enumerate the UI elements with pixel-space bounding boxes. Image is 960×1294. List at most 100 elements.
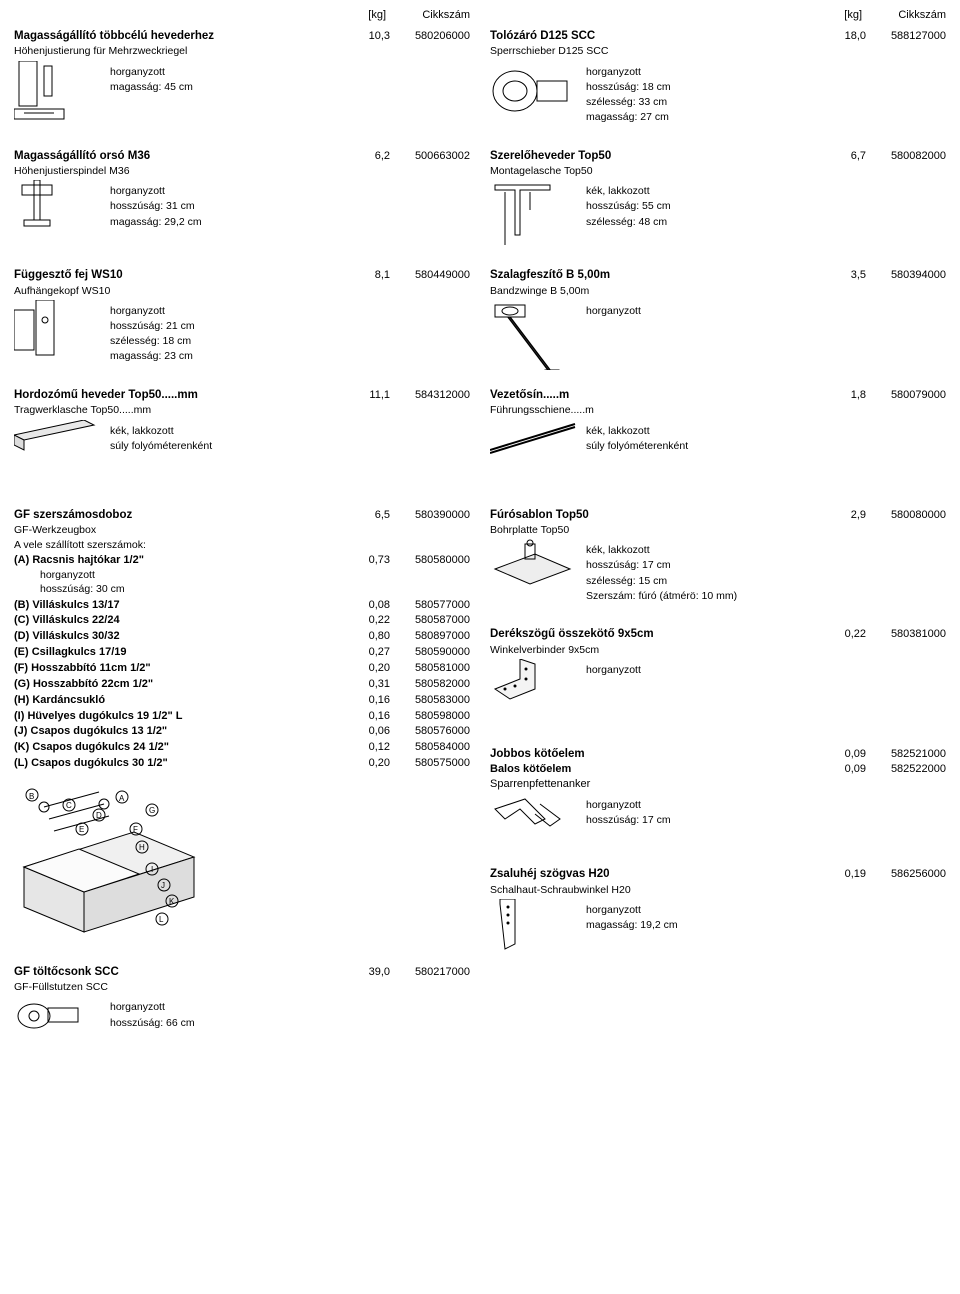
item-title: Derékszögű összekötő 9x5cm xyxy=(490,627,820,643)
item-subtitle: Bohrplatte Top50 xyxy=(490,523,820,537)
item-subtitle: Schalhaut-Schraubwinkel H20 xyxy=(490,883,820,897)
catalog-item: Magasságállító többcélú hevederhezHöhenj… xyxy=(14,29,470,131)
item-specs: kék, lakkozottsúly folyóméterenként xyxy=(586,420,688,490)
item-specs: horganyzottmagasság: 45 cm xyxy=(110,61,193,131)
item-kg: 0,09 xyxy=(820,747,866,762)
toolbox-row-label: (B) Villáskulcs 13/17 xyxy=(14,598,344,613)
toolbox-row-label: (L) Csapos dugókulcs 30 1/2" xyxy=(14,756,344,771)
toolbox-row: (C) Villáskulcs 22/240,22580587000 xyxy=(14,613,470,628)
item-specs: kék, lakkozottsúly folyóméterenként xyxy=(110,420,212,490)
item-kg: 0,09 xyxy=(820,762,866,792)
item-num: 582522000 xyxy=(866,762,946,792)
spec-line: hosszúság: 31 cm xyxy=(110,199,202,213)
toolbox-row-label: (C) Villáskulcs 22/24 xyxy=(14,613,344,628)
toolbox-row-kg: 0,73 xyxy=(344,553,390,568)
catalog-item: Fúrósablon Top50Bohrplatte Top502,958008… xyxy=(490,508,946,610)
toolbox-row-num: 580584000 xyxy=(390,740,470,755)
toolbox-row-num: 580575000 xyxy=(390,756,470,771)
item-image xyxy=(490,180,578,250)
spec-line: hosszúság: 55 cm xyxy=(586,199,671,213)
toolbox-row-num: 580577000 xyxy=(390,598,470,613)
item-specs: horganyzotthosszúság: 18 cmszélesség: 33… xyxy=(586,61,671,131)
header-num: Cikkszám xyxy=(398,8,470,23)
toolbox-row-num: 580580000 xyxy=(390,553,470,568)
toolbox-intro: A vele szállított szerszámok: xyxy=(14,538,470,552)
item-title: Tolózáró D125 SCC xyxy=(490,29,820,45)
item-image xyxy=(490,300,578,370)
item-num: 582521000 xyxy=(866,747,946,762)
spec-line: horganyzott xyxy=(586,65,671,79)
item-title: Magasságállító többcélú hevederhez xyxy=(14,29,344,45)
spec-line: horganyzott xyxy=(586,903,678,917)
item-kg: 6,5 xyxy=(344,508,390,523)
catalog-item: Függesztő fej WS10Aufhängekopf WS108,158… xyxy=(14,268,470,370)
col-header-left: [kg] Cikkszám xyxy=(14,8,470,23)
toolbox-row-kg: 0,20 xyxy=(344,756,390,771)
toolbox-row-label: (A) Racsnis hajtókar 1/2" xyxy=(14,553,344,568)
toolbox-row: (I) Hüvelyes dugókulcs 19 1/2" L0,165805… xyxy=(14,709,470,724)
toolbox-row-label: (G) Hosszabbító 22cm 1/2" xyxy=(14,677,344,692)
item-image xyxy=(14,180,102,250)
item-num: 586256000 xyxy=(866,867,946,882)
item-specs: horganyzott xyxy=(586,659,641,729)
toolbox-row: (F) Hosszabbító 11cm 1/2"0,20580581000 xyxy=(14,661,470,676)
item-num: 580381000 xyxy=(866,627,946,642)
item-title: Szalagfeszítő B 5,00m xyxy=(490,268,820,284)
page-root: [kg] Cikkszám Magasságállító többcélú he… xyxy=(14,8,946,1084)
item-kg: 6,7 xyxy=(820,149,866,164)
toolbox-item: GF szerszámosdoboz GF-Werkzeugbox 6,5 58… xyxy=(14,508,470,947)
toolbox-row: (A) Racsnis hajtókar 1/2"0,73580580000 xyxy=(14,553,470,568)
toolbox-row-label: (K) Csapos dugókulcs 24 1/2" xyxy=(14,740,344,755)
item-specs: kék, lakkozotthosszúság: 55 cm szélesség:… xyxy=(586,180,671,250)
item-specs: horganyzotthosszúság: 66 cm xyxy=(110,996,195,1066)
spec-line: horganyzott xyxy=(110,304,195,318)
item-specs: horganyzott xyxy=(586,300,641,370)
spec-line: hosszúság: 21 cm xyxy=(110,319,195,333)
item-kg: 10,3 xyxy=(344,29,390,44)
spec-line: horganyzott xyxy=(110,184,202,198)
toolbox-row: (E) Csillagkulcs 17/190,27580590000 xyxy=(14,645,470,660)
toolbox-row-kg: 0,08 xyxy=(344,598,390,613)
toolbox-row: (L) Csapos dugókulcs 30 1/2"0,2058057500… xyxy=(14,756,470,771)
item-title: Balos kötőelem xyxy=(490,762,820,777)
item-image xyxy=(14,420,102,490)
right-column: [kg] Cikkszám Tolózáró D125 SCCSperrschi… xyxy=(490,8,946,1084)
item-kg: 0,19 xyxy=(820,867,866,882)
item-image xyxy=(490,539,578,609)
toolbox-row: (G) Hosszabbító 22cm 1/2"0,31580582000 xyxy=(14,677,470,692)
catalog-item: GF töltőcsonk SCCGF-Füllstutzen SCC39,05… xyxy=(14,965,470,1067)
item-kg: 3,5 xyxy=(820,268,866,283)
item-num: 580217000 xyxy=(390,965,470,980)
spec-line: Szerszám: fúró (átmérö: 10 mm) xyxy=(586,589,737,603)
catalog-item: Szalagfeszítő B 5,00mBandzwinge B 5,00m3… xyxy=(490,268,946,370)
toolbox-row-num: 580581000 xyxy=(390,661,470,676)
spec-line: horganyzott xyxy=(110,1000,195,1014)
item-specs: kék, lakkozotthosszúság: 17 cmszélesség:… xyxy=(586,539,737,609)
toolbox-row-kg: 0,80 xyxy=(344,629,390,644)
item-image xyxy=(490,659,578,729)
item-subtitle: Bandzwinge B 5,00m xyxy=(490,284,820,298)
toolbox-row-label: (D) Villáskulcs 30/32 xyxy=(14,629,344,644)
spec-line: szélesség: 48 cm xyxy=(586,215,671,229)
item-title: Hordozómű heveder Top50.....mm xyxy=(14,388,344,404)
item-image xyxy=(14,996,102,1066)
left-column: [kg] Cikkszám Magasságállító többcélú he… xyxy=(14,8,470,1084)
col-header-right: [kg] Cikkszám xyxy=(490,8,946,23)
item-num: 580390000 xyxy=(390,508,470,523)
item-image xyxy=(14,61,102,131)
item-kg: 0,22 xyxy=(820,627,866,642)
spec-line: kék, lakkozott xyxy=(586,184,671,198)
toolbox-row-kg: 0,16 xyxy=(344,709,390,724)
toolbox-row-extra: hosszúság: 30 cm xyxy=(14,582,470,596)
item-kg: 39,0 xyxy=(344,965,390,980)
item-num: 500663002 xyxy=(390,149,470,164)
item-specs: horganyzotthosszúság: 21 cmszélesség: 18… xyxy=(110,300,195,370)
catalog-item-double: Jobbos kötőelem0,09582521000Balos kötőel… xyxy=(490,747,946,849)
spec-line: kék, lakkozott xyxy=(586,424,688,438)
item-title: Fúrósablon Top50 xyxy=(490,508,820,524)
item-kg: 1,8 xyxy=(820,388,866,403)
item-num: 580206000 xyxy=(390,29,470,44)
item-specs: horganyzotthosszúság: 31 cmmagasság: 29,… xyxy=(110,180,202,250)
toolbox-row: (D) Villáskulcs 30/320,80580897000 xyxy=(14,629,470,644)
spec-line: súly folyóméterenként xyxy=(110,439,212,453)
